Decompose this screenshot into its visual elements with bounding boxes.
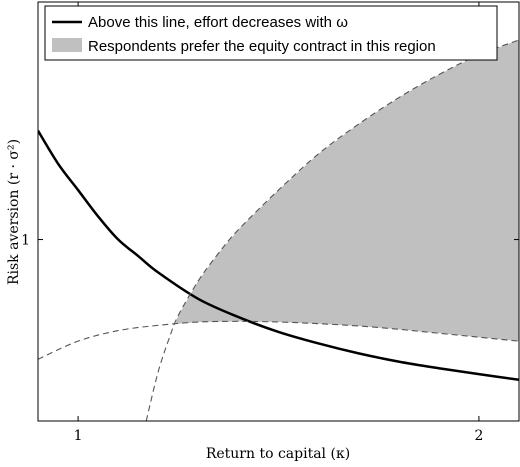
effort-threshold-line (38, 130, 519, 381)
legend-box (44, 5, 498, 61)
y-tick-label: 1 (21, 233, 30, 249)
plot-content (38, 39, 519, 421)
y-axis-label: Risk aversion (r · σ²) (6, 139, 22, 285)
x-tick-label: 2 (474, 428, 483, 444)
axes-box (37, 1, 520, 422)
x-tick-label: 1 (74, 428, 83, 444)
boundary-dashed-line-2 (145, 39, 519, 421)
legend-label-region: Respondents prefer the equity contract i… (88, 38, 436, 55)
x-axis-label: Return to capital (κ) (206, 446, 350, 462)
legend-patch-swatch (52, 38, 82, 52)
axis-ticks: 1 2 1 (21, 2, 519, 444)
preferred-equity-region (176, 39, 519, 342)
plot-area (38, 39, 519, 421)
legend: Above this line, effort decreases with ω… (44, 5, 498, 61)
boundary-dashed-line-1 (38, 320, 519, 360)
legend-label-line: Above this line, effort decreases with ω (88, 14, 348, 31)
